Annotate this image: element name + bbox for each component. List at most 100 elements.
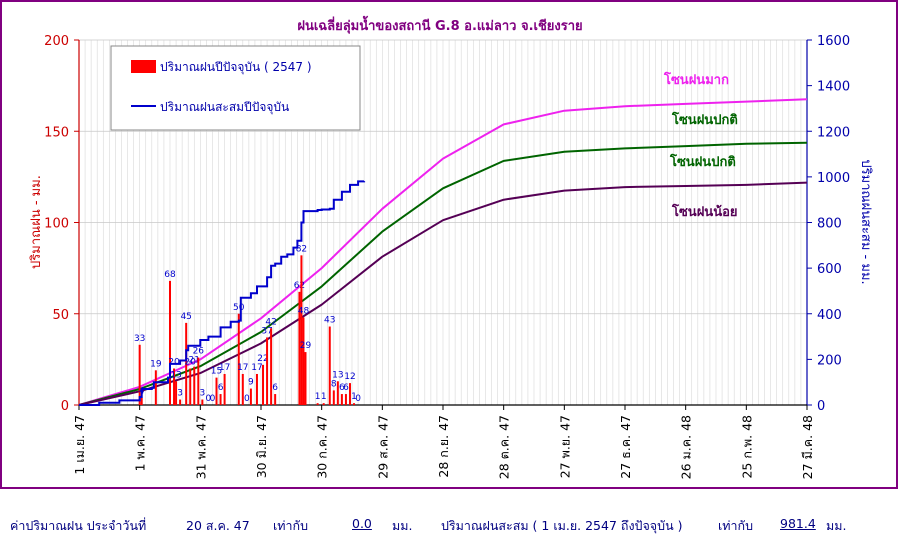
rain-bar-label: 62 (294, 281, 305, 291)
rain-bar (348, 383, 351, 405)
rain-bar-label: 17 (219, 363, 230, 373)
right-axis-label: ปริมาณฝนสะสม - มม. (858, 159, 873, 284)
rain-bar-label: 15 (211, 367, 222, 377)
equals-label-1: เท่ากับ (273, 518, 309, 533)
rain-bar-label: 6 (343, 383, 349, 393)
left-axis-tick-label: 50 (52, 308, 69, 323)
rain-bar (298, 291, 301, 405)
unit-label-2: มม. (826, 518, 847, 533)
rain-bar (270, 328, 273, 405)
rain-bar-label: 29 (300, 341, 312, 351)
rain-bar (179, 399, 182, 405)
rain-bar (223, 373, 226, 405)
right-axis-tick-label: 1200 (817, 125, 850, 140)
rain-bar (344, 394, 347, 405)
rain-bar-label: 9 (248, 378, 254, 388)
x-axis-tick-label: 28 ต.ค. 47 (497, 415, 512, 479)
right-axis-tick-label: 800 (817, 217, 842, 232)
left-axis-tick-label: 0 (61, 399, 69, 414)
x-axis-tick-label: 1 พ.ค. 47 (133, 415, 148, 471)
rain-bar-label: 13 (332, 370, 343, 380)
rain-bar-label: 43 (324, 316, 335, 326)
x-axis-tick-label: 27 ธ.ค. 47 (618, 415, 633, 479)
x-axis-tick-label: 25 ก.พ. 48 (739, 415, 754, 479)
rain-bar-label: 17 (251, 363, 262, 373)
right-axis-tick-label: 600 (817, 262, 842, 277)
chart-title: ฝนเฉลี่ยลุ่มน้ำของสถานี G.8 อ.แม่ลาว จ.เ… (297, 15, 582, 34)
rain-bar (302, 317, 305, 405)
rain-bar (154, 370, 157, 405)
rain-bar (304, 352, 307, 405)
rain-bar-label: 0 (355, 394, 361, 404)
rain-bar (255, 373, 258, 405)
rain-bar-label: 37 (261, 326, 272, 336)
rain-bar (193, 366, 196, 405)
rain-bar-label: 0 (244, 394, 250, 404)
rain-bar (300, 255, 303, 405)
rain-bar-label: 0 (206, 394, 212, 404)
rain-bar-label: 13 (170, 370, 181, 380)
rain-bar-label: 48 (298, 306, 310, 316)
x-axis-tick-label: 26 ม.ค. 48 (679, 415, 694, 479)
rain-bar (140, 397, 143, 405)
chart-frame (0, 0, 898, 489)
daily-rain-label: ค่าปริมาณฝน ประจำวันที่ (10, 518, 147, 533)
rain-bar-label: 20 (184, 358, 196, 368)
rain-bar (197, 357, 200, 405)
rain-bar (215, 377, 218, 405)
rain-bar (340, 394, 343, 405)
rain-bar (266, 337, 269, 405)
daily-rain-value: 0.0 (352, 516, 372, 531)
rain-bar-label: 3 (199, 389, 205, 399)
rain-bar (353, 403, 356, 405)
cumulative-rain-value: 981.4 (780, 516, 816, 531)
x-axis-tick-label: 30 ก.ค. 47 (315, 415, 330, 479)
legend-bar-swatch (131, 60, 156, 73)
rain-bar (175, 381, 178, 405)
right-axis-tick-label: 1000 (817, 171, 850, 186)
rain-bar-label: 0 (210, 394, 216, 404)
rain-bar (241, 373, 244, 405)
chart-svg: 0501001502000200400600800100012001400160… (0, 0, 898, 489)
rain-bar-label: 26 (193, 347, 205, 357)
right-axis-tick-label: 0 (817, 399, 825, 414)
zone-label-normal-upper: โซนฝนปกติ (671, 111, 738, 128)
zone-high-line (78, 98, 808, 406)
footer-summary: ค่าปริมาณฝน ประจำวันที่ 20 ส.ค. 47 เท่าก… (0, 508, 900, 538)
cumulative-rain-label: ปริมาณฝนสะสม ( 1 เม.ย. 2547 ถึงปัจจุบัน … (441, 518, 683, 533)
rain-bar-label: 21 (189, 356, 200, 366)
rain-bar-label: 82 (296, 244, 307, 254)
rain-bar (201, 399, 204, 405)
legend-box (110, 45, 361, 131)
x-axis-tick-label: 27 มี.ค. 48 (800, 415, 815, 479)
zone-label-high: โซนฝนมาก (663, 71, 729, 88)
rainfall-chart: 0 50 100 150 200 0 200 400 600 800 1000 1200 1400 160… (0, 0, 898, 489)
rain-bar-label: 12 (344, 372, 355, 382)
rain-bar-label: 1 (321, 392, 327, 402)
right-axis-tick-label: 1400 (817, 80, 850, 95)
left-axis-label: ปริมาณฝน - มม. (29, 175, 44, 269)
left-axis-tick-label: 100 (44, 217, 69, 232)
legend-bar-label: ปริมาณฝนปีปัจจุบัน ( 2547 ) (160, 60, 312, 75)
unit-label-1: มม. (392, 518, 413, 533)
rain-bar-label: 22 (257, 354, 268, 364)
rain-bar (328, 326, 331, 405)
rain-bar-label: 6 (339, 383, 345, 393)
zone-normal-line (78, 141, 808, 406)
rain-bar (189, 368, 192, 405)
legend-cum-label: ปริมาณฝนสะสมปีปัจจุบัน (160, 100, 289, 115)
left-axis-tick-label: 150 (44, 125, 69, 140)
rain-bar-label: 8 (331, 379, 337, 389)
daily-rain-date: 20 ส.ค. 47 (186, 518, 250, 533)
rain-bar (249, 388, 252, 405)
rain-bar-label: 42 (265, 317, 276, 327)
right-axis-tick-label: 400 (817, 308, 842, 323)
rain-bar (237, 313, 240, 405)
rain-bar-label: 68 (164, 270, 176, 280)
x-axis-tick-label: 30 มิ.ย. 47 (254, 415, 269, 478)
x-axis-tick-label: 1 เม.ย. 47 (72, 415, 87, 475)
cumulative-rain-line (79, 180, 366, 406)
rain-bar (138, 344, 141, 405)
zone-label-low: โซนฝนน้อย (671, 203, 738, 220)
x-axis-tick-label: 29 ส.ค. 47 (375, 415, 390, 479)
